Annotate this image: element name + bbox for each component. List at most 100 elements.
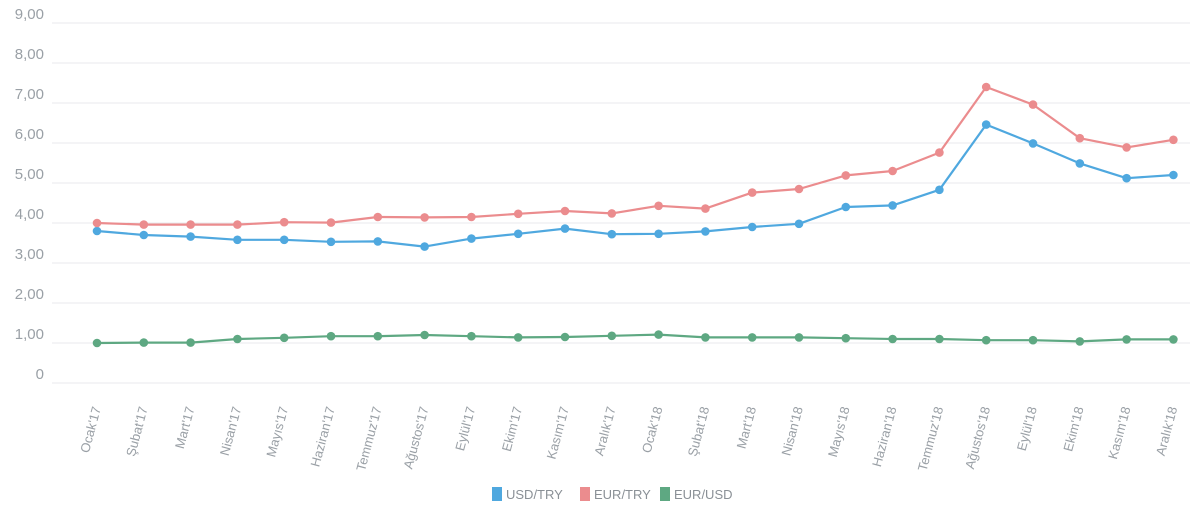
data-point [795,185,804,194]
y-tick-label: 3,00 [15,246,44,263]
data-point [233,335,242,344]
x-tick-label: Ocak'17 [77,405,104,455]
legend-swatch [660,487,670,501]
x-tick-label: Kasım'17 [543,405,571,461]
y-tick-label: 7,00 [15,86,44,103]
data-point [186,220,195,229]
data-point [467,332,476,341]
x-tick-label: Ekim'18 [1060,405,1086,453]
data-point [748,223,757,232]
y-tick-label: 2,00 [15,286,44,303]
series-line-eur-try [97,87,1173,225]
data-point [608,332,617,341]
x-tick-label: Mart'18 [733,405,759,450]
legend: USD/TRY EUR/TRY EUR/USD [492,487,733,502]
data-point [1122,174,1131,183]
data-point [514,230,523,239]
x-tick-label: Eylül'18 [1014,405,1040,452]
data-point [1122,143,1131,152]
x-tick-label: Şubat'18 [685,405,713,458]
x-axis-ticks: Ocak'17 Şubat'17 Mart'17 Nisan'17 Mayıs'17 Ha… [77,405,1180,473]
y-tick-label: 5,00 [15,166,44,183]
data-point [140,338,149,347]
legend-label: USD/TRY [506,487,563,502]
y-tick-label: 1,00 [15,326,44,343]
data-point [280,218,289,227]
legend-label: EUR/USD [674,487,733,502]
data-point [327,238,336,247]
data-point [233,220,242,229]
data-point [888,201,897,210]
x-tick-label: Kasım'18 [1105,405,1133,461]
data-point [280,334,289,343]
data-point [982,83,991,92]
data-point [467,213,476,222]
data-point [233,236,242,245]
x-tick-label: Ağustos'17 [400,405,431,471]
data-point [795,220,804,229]
data-point [514,210,523,219]
data-point [701,227,710,236]
data-point [654,330,663,339]
data-point [1029,139,1038,148]
y-axis-ticks: 0 1,00 2,00 3,00 4,00 5,00 6,00 7,00 8,00 9,00 [15,6,44,383]
data-point [842,334,851,343]
data-point [1169,335,1178,344]
data-point [1076,159,1085,168]
data-point [1029,100,1038,109]
data-point [608,230,617,239]
data-point [888,335,897,344]
x-tick-label: Nisan'17 [217,405,244,457]
data-point [1169,171,1178,180]
x-tick-label: Şubat'17 [123,405,151,458]
y-tick-label: 6,00 [15,126,44,143]
data-point [1076,337,1085,346]
data-point [888,167,897,176]
y-tick-label: 9,00 [15,6,44,23]
data-point [982,120,991,129]
data-point [561,224,570,233]
data-point [701,333,710,342]
data-point [93,339,102,348]
data-point [935,148,944,157]
data-point [420,331,429,340]
data-point [748,333,757,342]
x-tick-label: Aralık'18 [1153,405,1180,457]
data-point [374,332,383,341]
data-point [842,203,851,212]
data-point [140,220,149,229]
data-point [935,186,944,195]
data-point [140,231,149,240]
x-tick-label: Ocak'18 [639,405,666,455]
x-tick-label: Haziran'18 [869,405,899,469]
data-point [608,209,617,218]
grid-lines [52,23,1190,383]
x-tick-label: Haziran'17 [307,405,337,469]
data-point [561,207,570,216]
data-point [327,332,336,341]
data-point [1169,136,1178,145]
data-point [280,236,289,245]
x-tick-label: Nisan'18 [778,405,805,457]
data-point [701,204,710,213]
x-tick-label: Temmuz'18 [915,405,947,473]
series-lines [93,83,1178,348]
x-tick-label: Ağustos'18 [962,405,993,471]
data-point [374,237,383,246]
x-tick-label: Aralık'17 [591,405,618,457]
data-point [186,338,195,347]
y-tick-label: 0 [36,366,44,383]
data-point [93,219,102,228]
x-tick-label: Eylül'17 [452,405,478,452]
x-tick-label: Ekim'17 [499,405,525,453]
data-point [935,335,944,344]
series-line-eur-usd [97,335,1173,343]
y-tick-label: 8,00 [15,46,44,63]
data-point [420,242,429,251]
data-point [186,232,195,241]
data-point [420,213,429,222]
data-point [93,227,102,236]
legend-swatch [492,487,502,501]
x-tick-label: Mayıs'17 [263,405,291,459]
